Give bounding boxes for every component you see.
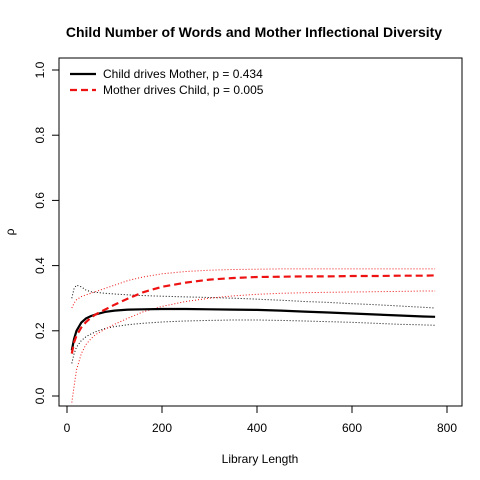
- chart-title: Child Number of Words and Mother Inflect…: [66, 24, 442, 40]
- y-tick-label: 0.8: [33, 127, 47, 144]
- x-axis-label: Library Length: [222, 452, 299, 466]
- series-1-lower-band: [71, 319, 436, 364]
- y-axis-label: ρ: [3, 228, 17, 235]
- series-lines: [70, 274, 436, 354]
- legend: Child drives Mother, p = 0.434 Mother dri…: [70, 67, 264, 97]
- legend-label-1: Child drives Mother, p = 0.434: [103, 67, 263, 81]
- x-tick-label: 800: [437, 421, 457, 435]
- y-tick-label: 1.0: [33, 61, 47, 78]
- series-2-line: [70, 274, 436, 354]
- y-tick-label: 0.0: [33, 387, 47, 404]
- confidence-bands: [71, 268, 436, 403]
- series-2-upper-band: [71, 268, 436, 309]
- legend-label-2: Mother drives Child, p = 0.005: [103, 83, 264, 97]
- plot-frame: [58, 57, 463, 407]
- axes: 0 200 400 600 800 0.0 0.2 0.4 0.6 0.8 1.0: [33, 61, 457, 435]
- series-1-line: [70, 307, 436, 351]
- x-tick-label: 400: [247, 421, 267, 435]
- x-tick-label: 200: [152, 421, 172, 435]
- series-1-upper-band: [71, 284, 436, 309]
- x-tick-label: 0: [64, 421, 71, 435]
- y-tick-label: 0.2: [33, 322, 47, 339]
- y-tick-label: 0.4: [33, 257, 47, 274]
- y-tick-label: 0.6: [33, 192, 47, 209]
- x-tick-label: 600: [342, 421, 362, 435]
- series-2-lower-band: [71, 290, 436, 403]
